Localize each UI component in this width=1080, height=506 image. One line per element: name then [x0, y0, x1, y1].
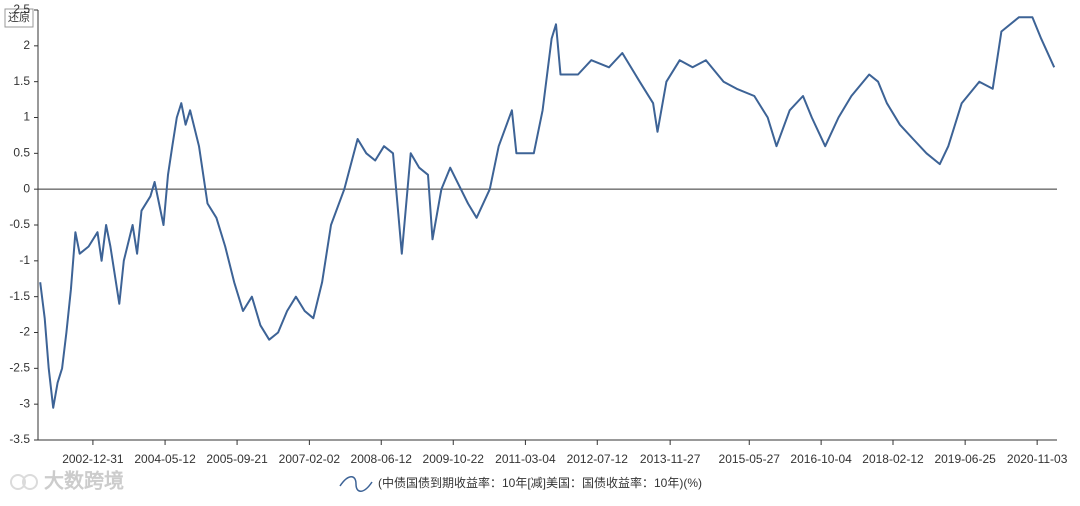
watermark-logo: [10, 474, 38, 490]
x-tick-label: 2005-09-21: [206, 452, 268, 466]
watermark: 大数跨境: [44, 468, 124, 492]
reset-button-box[interactable]: [4, 8, 34, 28]
y-tick-label: -2: [19, 325, 30, 339]
x-tick-label: 2016-10-04: [790, 452, 852, 466]
x-tick-label: 2007-02-02: [279, 452, 341, 466]
x-tick-label: 2020-11-03: [1007, 452, 1068, 466]
x-tick-label: 2013-11-27: [640, 452, 701, 466]
x-tick-label: 2004-05-12: [134, 452, 196, 466]
x-tick-label: 2011-03-04: [495, 452, 556, 466]
x-tick-label: 2012-07-12: [567, 452, 629, 466]
y-tick-label: -1.5: [9, 289, 30, 303]
series-line: [39, 16, 1056, 409]
x-tick-label: 2002-12-31: [62, 452, 124, 466]
y-tick-label: -3: [19, 396, 30, 410]
y-tick-label: 1: [23, 110, 30, 124]
x-tick-label: 2008-06-12: [351, 452, 413, 466]
y-tick-label: 1.5: [13, 74, 30, 88]
x-tick-label: 2015-05-27: [719, 452, 781, 466]
y-tick-label: -3.5: [9, 432, 30, 446]
y-tick-label: -2.5: [9, 361, 30, 375]
reset-button[interactable]: 还原: [8, 11, 30, 24]
y-tick-label: -1: [19, 253, 30, 267]
y-tick-label: 0: [23, 181, 30, 195]
x-tick-label: 2019-06-25: [934, 452, 996, 466]
y-tick-label: 0.5: [13, 146, 30, 160]
legend-icon: [339, 476, 373, 492]
y-tick-label: 2: [23, 38, 30, 52]
x-tick-label: 2009-10-22: [423, 452, 485, 466]
x-tick-label: 2018-02-12: [862, 452, 924, 466]
y-tick-label: 2.5: [13, 2, 30, 16]
legend-label: (中债国债到期收益率：10年[减]美国：国债收益率：10年)(%): [378, 475, 702, 490]
y-tick-label: -0.5: [9, 217, 30, 231]
